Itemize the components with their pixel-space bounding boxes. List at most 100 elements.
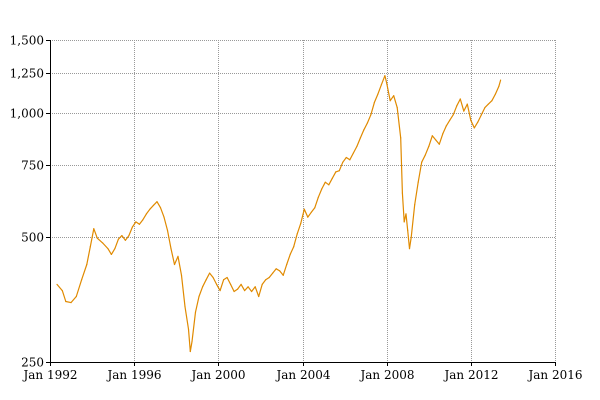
series-segment: [321, 181, 326, 190]
series-segment: [265, 276, 270, 281]
series-segment: [219, 279, 225, 292]
series-segment: [317, 188, 323, 198]
series-segment: [240, 283, 246, 292]
series-segment: [142, 213, 147, 221]
series-segment: [156, 201, 162, 209]
series-segment: [410, 204, 416, 238]
axis-layer: [46, 40, 556, 366]
y-tick-label: 750: [21, 159, 44, 173]
series-layer: [56, 75, 502, 353]
series-segment: [373, 93, 379, 104]
series-segment: [498, 79, 502, 87]
series-segment: [289, 246, 295, 255]
series-segment: [296, 223, 302, 235]
series-segment: [163, 216, 169, 231]
series-segment: [216, 283, 221, 292]
y-tick-label: 500: [21, 231, 44, 245]
series-segment: [487, 100, 493, 105]
series-segment: [408, 236, 412, 250]
series-segment: [363, 122, 368, 131]
series-segment: [342, 156, 347, 163]
series-segment: [61, 290, 67, 303]
series-segment: [352, 145, 358, 154]
series-segment: [310, 207, 316, 213]
series-segment: [107, 248, 113, 255]
series-segment: [56, 283, 63, 292]
series-segment: [114, 238, 120, 250]
series-segment: [445, 119, 451, 127]
y-tick-label: 1,000: [10, 107, 44, 121]
series-segment: [80, 263, 88, 281]
y-tick-label: 1,250: [10, 67, 44, 81]
series-segment: [386, 82, 391, 102]
x-tick-label: Jan 2016: [526, 368, 582, 382]
series-segment: [124, 235, 130, 241]
series-segment: [261, 279, 267, 285]
series-segment: [152, 201, 158, 206]
series-segment: [389, 95, 395, 102]
series-segment: [435, 139, 440, 145]
series-segment: [117, 235, 123, 240]
series-segment: [459, 98, 465, 112]
series-segment: [324, 181, 330, 186]
series-segment: [212, 276, 218, 285]
series-segment: [384, 75, 388, 84]
series-segment: [456, 98, 461, 107]
y-tick-label: 250: [21, 356, 44, 370]
series-segment: [438, 133, 444, 145]
series-segment: [173, 255, 179, 266]
series-segment: [401, 192, 405, 223]
series-segment: [223, 276, 228, 281]
series-segment: [335, 170, 340, 173]
series-segment: [470, 119, 475, 129]
series-segment: [396, 106, 402, 139]
series-segment: [247, 286, 253, 293]
series-segment: [303, 208, 309, 218]
series-segment: [110, 248, 116, 255]
series-segment: [356, 137, 361, 147]
series-segment: [138, 219, 144, 225]
series-segment: [93, 228, 98, 239]
series-segment: [226, 276, 232, 285]
series-segment: [187, 328, 191, 353]
series-segment: [466, 103, 472, 121]
series-segment: [414, 181, 419, 206]
series-segment: [424, 145, 430, 156]
series-segment: [484, 103, 489, 109]
series-segment: [184, 306, 190, 330]
series-segment: [400, 137, 403, 194]
series-segment: [380, 75, 386, 86]
series-segment: [338, 161, 344, 172]
series-segment: [209, 272, 214, 279]
series-segment: [407, 229, 411, 250]
series-segment: [314, 196, 319, 209]
x-tick-label: Jan 1996: [105, 368, 161, 382]
series-segment: [449, 114, 454, 121]
series-segment: [128, 226, 133, 237]
series-segment: [198, 286, 204, 298]
series-segment: [170, 248, 176, 266]
series-segment: [89, 228, 95, 248]
grid-layer: [50, 40, 556, 363]
series-segment: [345, 156, 351, 161]
series-segment: [377, 84, 382, 95]
series-segment: [307, 211, 312, 218]
x-tick-label: Jan 2012: [442, 368, 498, 382]
series-segment: [279, 270, 284, 276]
series-segment: [349, 152, 354, 161]
series-segment: [370, 101, 375, 116]
series-segment: [286, 253, 291, 266]
series-segment: [268, 272, 274, 279]
series-segment: [428, 135, 433, 147]
series-segment: [405, 213, 409, 231]
series-segment: [477, 114, 482, 123]
series-segment: [494, 85, 500, 95]
series-segment: [194, 295, 200, 313]
series-segment: [282, 263, 288, 276]
series-segment: [421, 154, 426, 163]
x-tick-label: Jan 1992: [21, 368, 77, 382]
series-segment: [463, 103, 468, 112]
series-segment: [101, 242, 109, 250]
series-segment: [244, 286, 249, 292]
